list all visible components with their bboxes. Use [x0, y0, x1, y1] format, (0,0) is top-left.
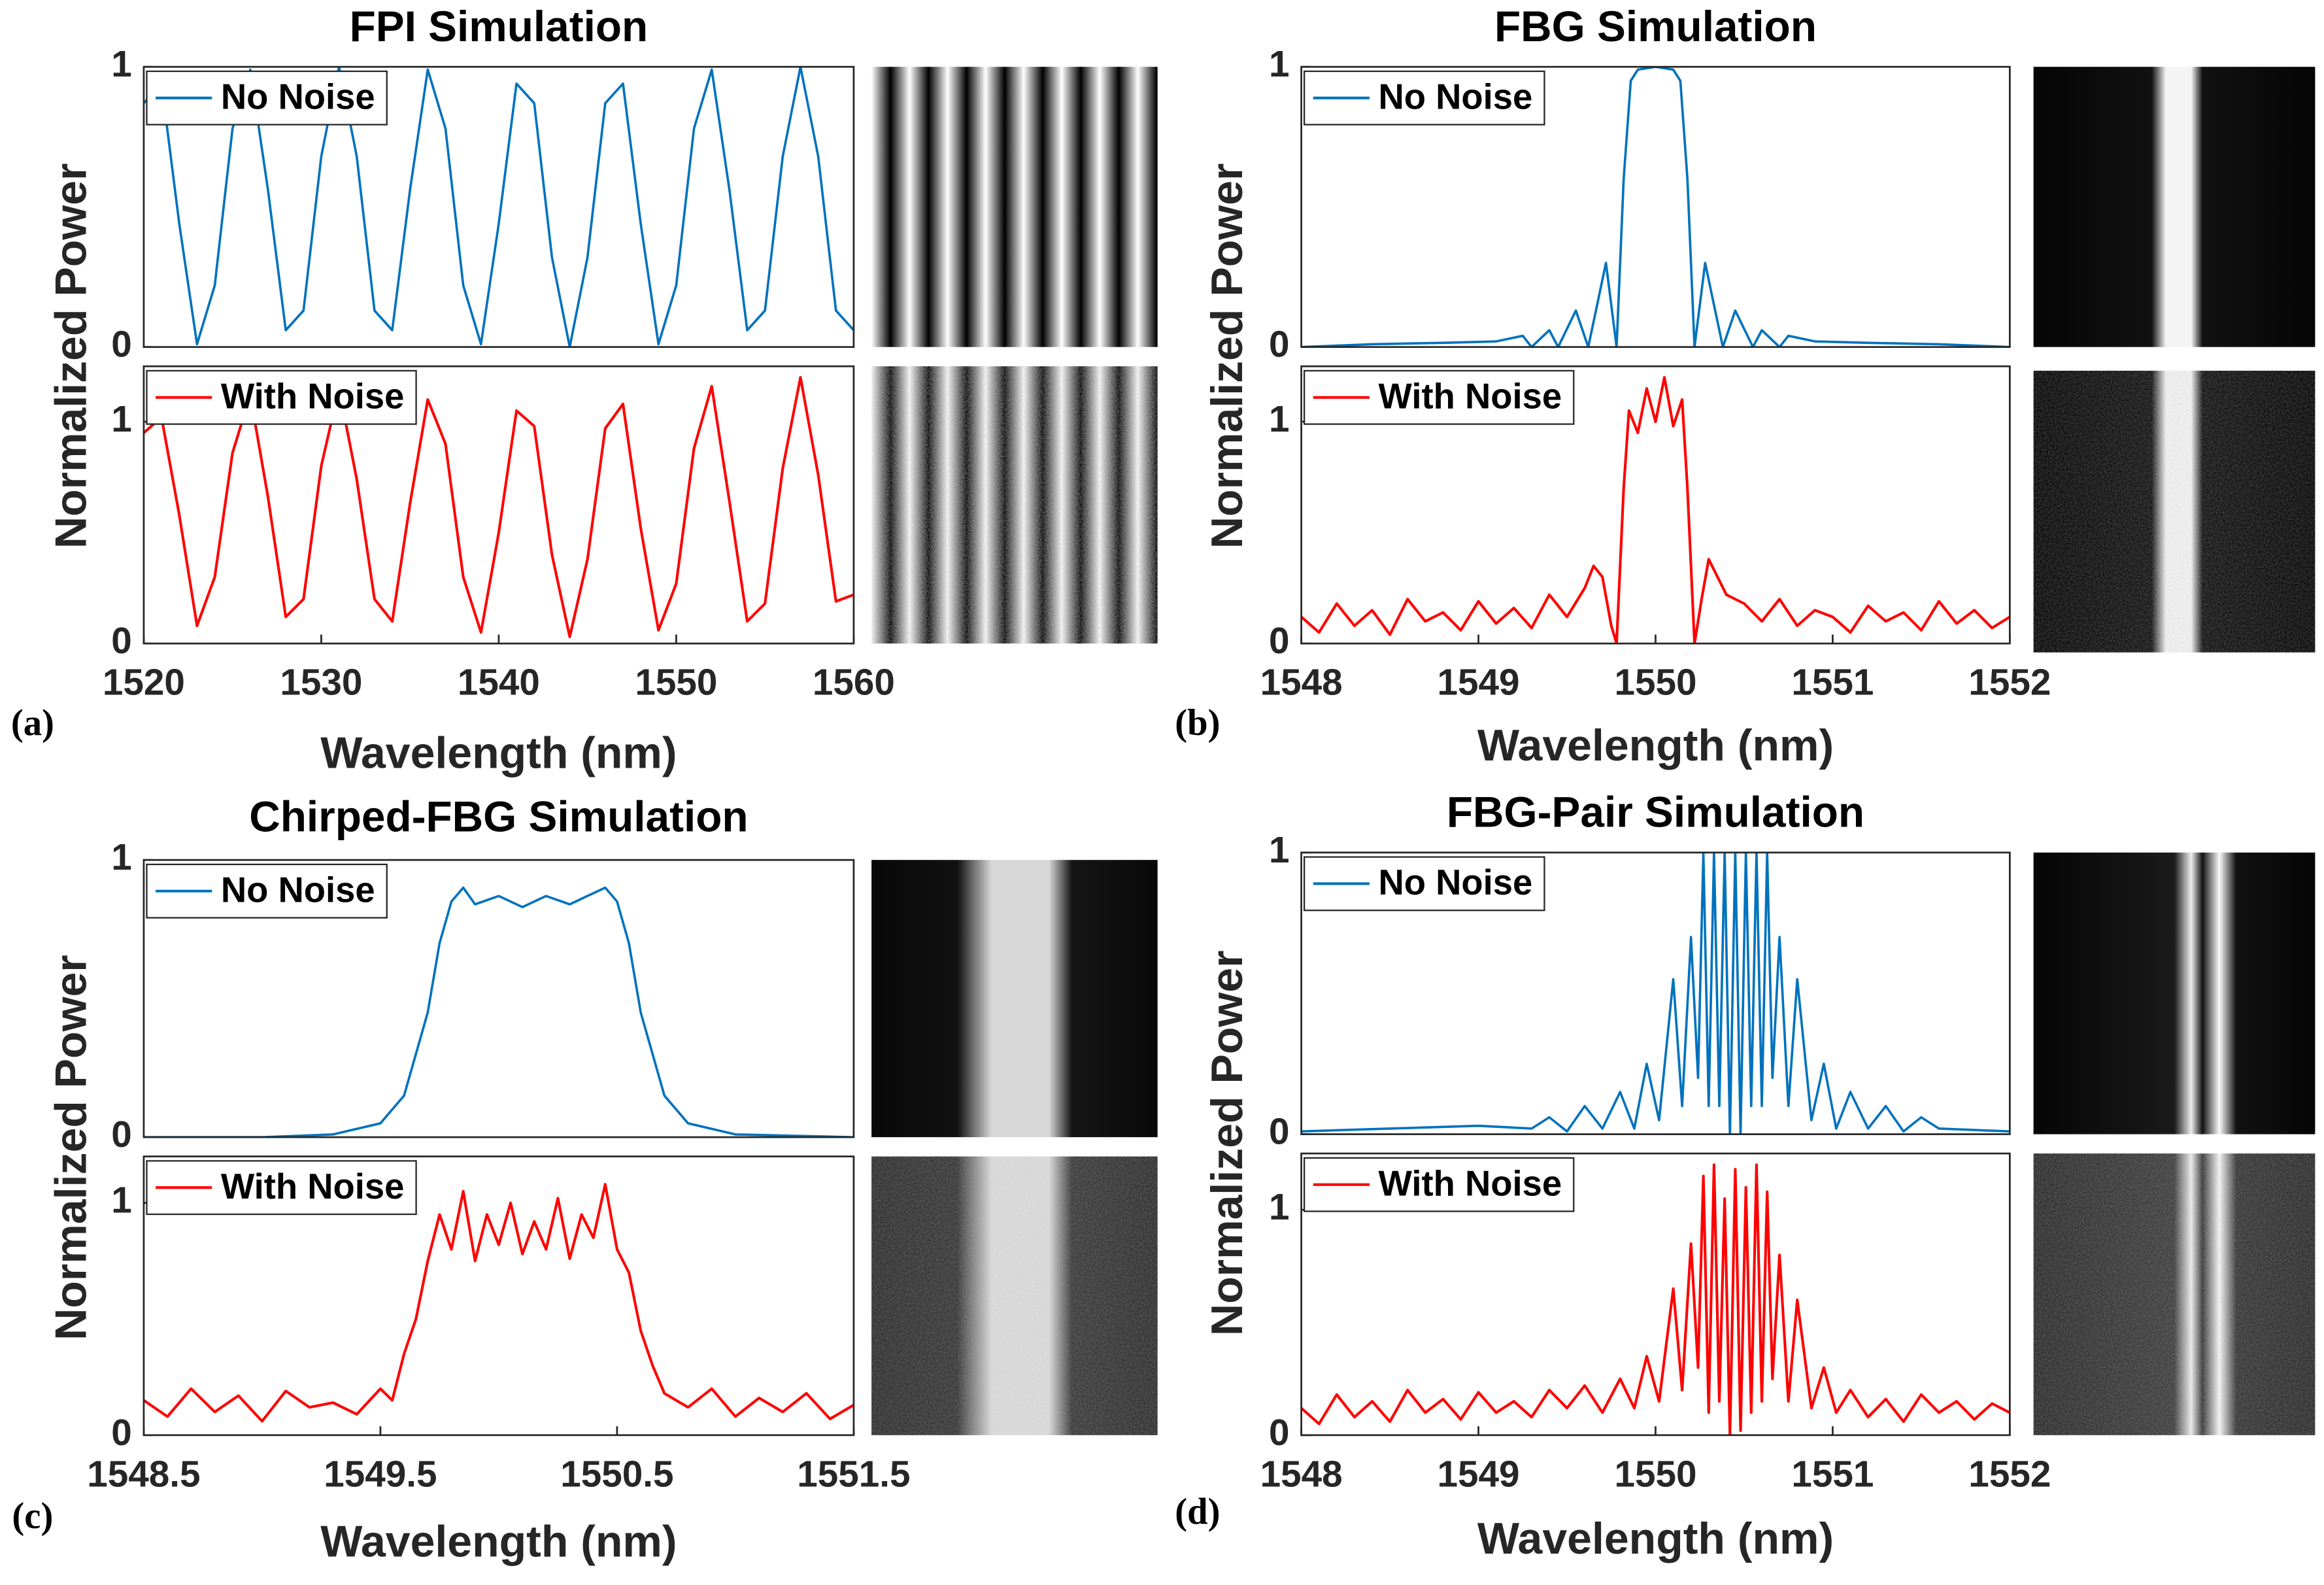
legend-label: No Noise	[221, 870, 375, 910]
axes-frame	[1300, 851, 2011, 1135]
legend-label: With Noise	[1379, 376, 1562, 416]
data-line	[143, 67, 854, 347]
noise-overlay	[871, 366, 1158, 644]
x-tick-label: 1552	[1968, 1454, 2051, 1495]
pair-image	[2033, 852, 2316, 1134]
x-tick-label: 1549.5	[324, 1454, 437, 1495]
x-tick-label: 1551	[1791, 1454, 1874, 1495]
axes-frame	[143, 1155, 855, 1437]
y-tick-label: 0	[1269, 324, 1290, 366]
data-line	[143, 886, 854, 1138]
x-tick-label: 1548	[1260, 1454, 1343, 1495]
y-tick-label: 1	[111, 399, 132, 440]
y-tick-label: 1	[1269, 1187, 1290, 1228]
y-tick-label: 0	[1269, 1412, 1290, 1454]
axes-frame	[143, 859, 855, 1138]
y-tick-label: 0	[1269, 1112, 1290, 1153]
x-tick-label: 1551.5	[797, 1454, 910, 1495]
panel-label: (c)	[12, 1495, 53, 1537]
axes-frame	[143, 65, 855, 349]
panel-label: (d)	[1175, 1491, 1220, 1532]
data-line	[1301, 1163, 2010, 1435]
legend-label: No Noise	[1379, 77, 1533, 116]
x-tick-label: 1540	[458, 662, 540, 704]
x-tick-label: 1552	[1968, 662, 2051, 704]
y-tick-label: 0	[111, 1412, 132, 1454]
x-tick-label: 1548	[1260, 662, 1343, 704]
panel-label: (a)	[11, 702, 54, 743]
x-axis-label: Wavelength (nm)	[1477, 721, 1834, 770]
y-tick-label: 0	[111, 1114, 132, 1155]
noise-overlay	[2033, 370, 2316, 653]
legend-label: No Noise	[221, 77, 375, 116]
x-tick-label: 1550	[635, 662, 717, 704]
x-tick-label: 1520	[103, 662, 185, 704]
title: Chirped-FBG Simulation	[249, 792, 748, 840]
fringe-images	[871, 67, 2316, 1435]
x-tick-label: 1550	[1614, 662, 1696, 704]
noise-overlay	[871, 1156, 1158, 1435]
y-tick-label: 1	[1269, 44, 1290, 85]
noise-overlay	[2033, 1153, 2316, 1435]
axes-frame	[1300, 65, 2011, 349]
y-tick-label: 1	[1269, 830, 1290, 871]
x-tick-label: 1530	[280, 662, 362, 704]
x-tick-label: 1549	[1438, 662, 1520, 704]
y-tick-label: 1	[111, 44, 132, 85]
legend-label: With Noise	[221, 376, 405, 416]
y-tick-label: 0	[1269, 621, 1290, 662]
x-tick-label: 1550.5	[560, 1454, 673, 1495]
fpi-image	[871, 67, 1158, 347]
title: FBG-Pair Simulation	[1447, 788, 1864, 836]
data-line	[1301, 376, 2010, 644]
y-axis-label: Normalized Power	[1202, 950, 1252, 1336]
chirp-image	[871, 860, 1158, 1138]
legend-label: With Noise	[1379, 1163, 1562, 1203]
y-axis-label: Normalized Power	[1202, 163, 1252, 549]
y-tick-label: 0	[111, 324, 132, 366]
data-line	[143, 1183, 854, 1423]
y-axis-label: Normalized Power	[46, 955, 95, 1340]
x-tick-label: 1550	[1614, 1454, 1696, 1495]
data-line	[1301, 852, 2010, 1134]
x-tick-label: 1551	[1791, 662, 1874, 704]
data-line	[143, 376, 854, 639]
fbg-image	[2033, 67, 2316, 347]
title: FBG Simulation	[1494, 2, 1817, 50]
x-axis-label: Wavelength (nm)	[320, 1517, 677, 1567]
x-tick-label: 1560	[813, 662, 895, 704]
x-axis-label: Wavelength (nm)	[320, 728, 677, 777]
title: FPI Simulation	[350, 2, 648, 50]
x-tick-label: 1549	[1438, 1454, 1520, 1495]
y-tick-label: 0	[111, 621, 132, 662]
x-tick-label: 1548.5	[87, 1454, 200, 1495]
panel-label: (b)	[1175, 702, 1220, 743]
y-tick-label: 1	[1269, 399, 1290, 440]
y-axis-label: Normalized Power	[46, 163, 95, 549]
legend-label: With Noise	[221, 1167, 405, 1206]
legend-label: No Noise	[1379, 862, 1533, 902]
x-axis-label: Wavelength (nm)	[1477, 1514, 1834, 1563]
y-tick-label: 1	[111, 1180, 132, 1221]
y-tick-label: 1	[111, 837, 132, 878]
